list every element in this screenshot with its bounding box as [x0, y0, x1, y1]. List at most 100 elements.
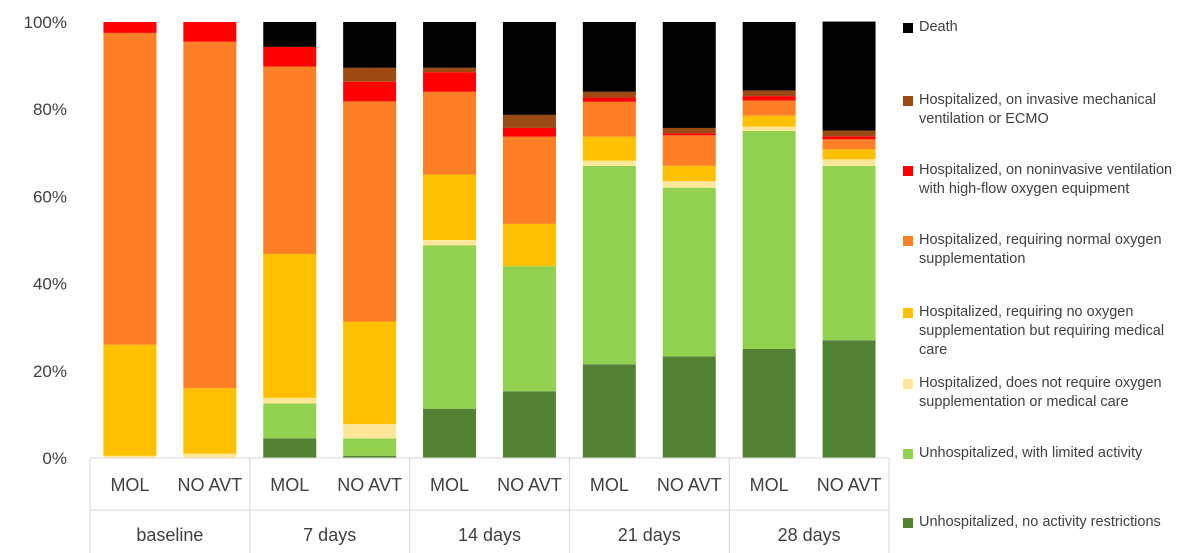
- bar-segment: [502, 266, 556, 392]
- bar-segment: [423, 91, 477, 175]
- bar-segment: [742, 131, 796, 349]
- bar-segment: [343, 101, 397, 322]
- bar-segment: [502, 22, 556, 115]
- x-category-label: NO AVT: [337, 475, 402, 495]
- x-category-label: MOL: [430, 475, 469, 495]
- x-category-label: NO AVT: [497, 475, 562, 495]
- bar-segment: [662, 133, 716, 136]
- bar-segment: [103, 455, 157, 458]
- bar-segment: [822, 139, 876, 150]
- bar-segment: [502, 223, 556, 267]
- bar-segment: [183, 453, 237, 458]
- bar-segment: [103, 32, 157, 345]
- bar-segment: [822, 130, 876, 137]
- y-tick-label: 0%: [42, 449, 67, 468]
- bar-segment: [822, 136, 876, 140]
- legend-swatch: [903, 166, 913, 176]
- bar-segment: [582, 97, 636, 102]
- x-category-label: NO AVT: [817, 475, 882, 495]
- bar-segment: [742, 100, 796, 116]
- legend-item: Unhospitalized, with limited activity: [903, 444, 1194, 463]
- y-tick-label: 80%: [33, 100, 67, 119]
- bar-segment: [662, 165, 716, 182]
- bar-segment: [423, 72, 477, 92]
- y-tick-label: 100%: [24, 13, 67, 32]
- bar-segment: [742, 22, 796, 91]
- legend: Death Hospitalized, on invasive mechanica…: [903, 0, 1193, 553]
- x-category-label: NO AVT: [178, 475, 243, 495]
- bar-segment: [742, 349, 796, 458]
- legend-label: Hospitalized, requiring normal oxygen su…: [919, 232, 1162, 267]
- bar-segment: [742, 115, 796, 127]
- bar-segment: [183, 22, 237, 42]
- legend-item: Hospitalized, on invasive mechanical ven…: [903, 91, 1194, 129]
- legend-swatch: [903, 96, 913, 106]
- x-category-label: MOL: [110, 475, 149, 495]
- legend-item: Hospitalized, on noninvasive ventilation…: [903, 161, 1194, 199]
- legend-item: Death: [903, 18, 1194, 37]
- bars: [103, 21, 876, 458]
- legend-label: Hospitalized, on invasive mechanical ven…: [919, 92, 1156, 127]
- bar-segment: [822, 149, 876, 160]
- legend-label: Unhospitalized, no activity restrictions: [919, 514, 1161, 530]
- bar-segment: [662, 187, 716, 357]
- bar-segment: [183, 41, 237, 389]
- bar-segment: [263, 403, 317, 439]
- bar-segment: [263, 66, 317, 254]
- bar-segment: [263, 438, 317, 458]
- bar-segment: [742, 90, 796, 97]
- legend-swatch: [903, 308, 913, 318]
- bar-segment: [423, 245, 477, 409]
- bar-segment: [742, 126, 796, 131]
- bar-segment: [502, 391, 556, 458]
- bar-segment: [662, 127, 716, 134]
- bar-segment: [423, 67, 477, 73]
- bar-segment: [742, 96, 796, 101]
- bar-segment: [822, 159, 876, 166]
- x-group-label: 7 days: [303, 525, 356, 545]
- bar-segment: [423, 240, 477, 246]
- legend-swatch: [903, 518, 913, 528]
- x-axis: MOL NO AVT MOL NO AVT MOL NO AVT MOL NO AVT MOL N…: [89, 457, 890, 553]
- legend-item: Hospitalized, requiring normal oxygen su…: [903, 231, 1194, 269]
- legend-label: Unhospitalized, with limited activity: [919, 445, 1143, 461]
- bar-segment: [263, 22, 317, 47]
- bar-segment: [343, 455, 397, 458]
- legend-item: Hospitalized, does not require oxygen su…: [903, 374, 1194, 412]
- x-group-label: 21 days: [618, 525, 681, 545]
- bar-segment: [502, 114, 556, 128]
- legend-swatch: [903, 236, 913, 246]
- bar-segment: [263, 46, 317, 67]
- x-category-label: MOL: [270, 475, 309, 495]
- bar-segment: [582, 364, 636, 458]
- bar-segment: [582, 165, 636, 365]
- bar-segment: [263, 253, 317, 398]
- legend-label: Hospitalized, on noninvasive ventilation…: [919, 162, 1173, 197]
- bar-segment: [582, 22, 636, 92]
- x-group-label: baseline: [136, 525, 203, 545]
- y-tick-label: 60%: [33, 187, 67, 206]
- x-group-label: 28 days: [778, 525, 841, 545]
- bar-segment: [662, 356, 716, 458]
- legend-item: Hospitalized, requiring no oxygen supple…: [903, 303, 1194, 360]
- legend-label: Hospitalized, requiring no oxygen supple…: [919, 304, 1165, 358]
- bar-segment: [582, 101, 636, 137]
- bar-segment: [183, 388, 237, 454]
- legend-label: Hospitalized, does not require oxygen su…: [919, 375, 1162, 410]
- legend-item: Unhospitalized, no activity restrictions: [903, 513, 1194, 532]
- bar-segment: [582, 136, 636, 161]
- y-tick-label: 40%: [33, 275, 67, 294]
- bar-segment: [502, 127, 556, 137]
- bar-segment: [582, 160, 636, 166]
- bar-segment: [343, 423, 397, 439]
- bar-segment: [822, 340, 876, 458]
- legend-swatch: [903, 449, 913, 459]
- bar-segment: [662, 22, 716, 128]
- bar-segment: [502, 136, 556, 224]
- legend-swatch: [903, 379, 913, 389]
- x-category-label: MOL: [590, 475, 629, 495]
- bar-segment: [423, 22, 477, 68]
- x-category-label: MOL: [750, 475, 789, 495]
- x-category-label: NO AVT: [657, 475, 722, 495]
- bar-segment: [343, 321, 397, 424]
